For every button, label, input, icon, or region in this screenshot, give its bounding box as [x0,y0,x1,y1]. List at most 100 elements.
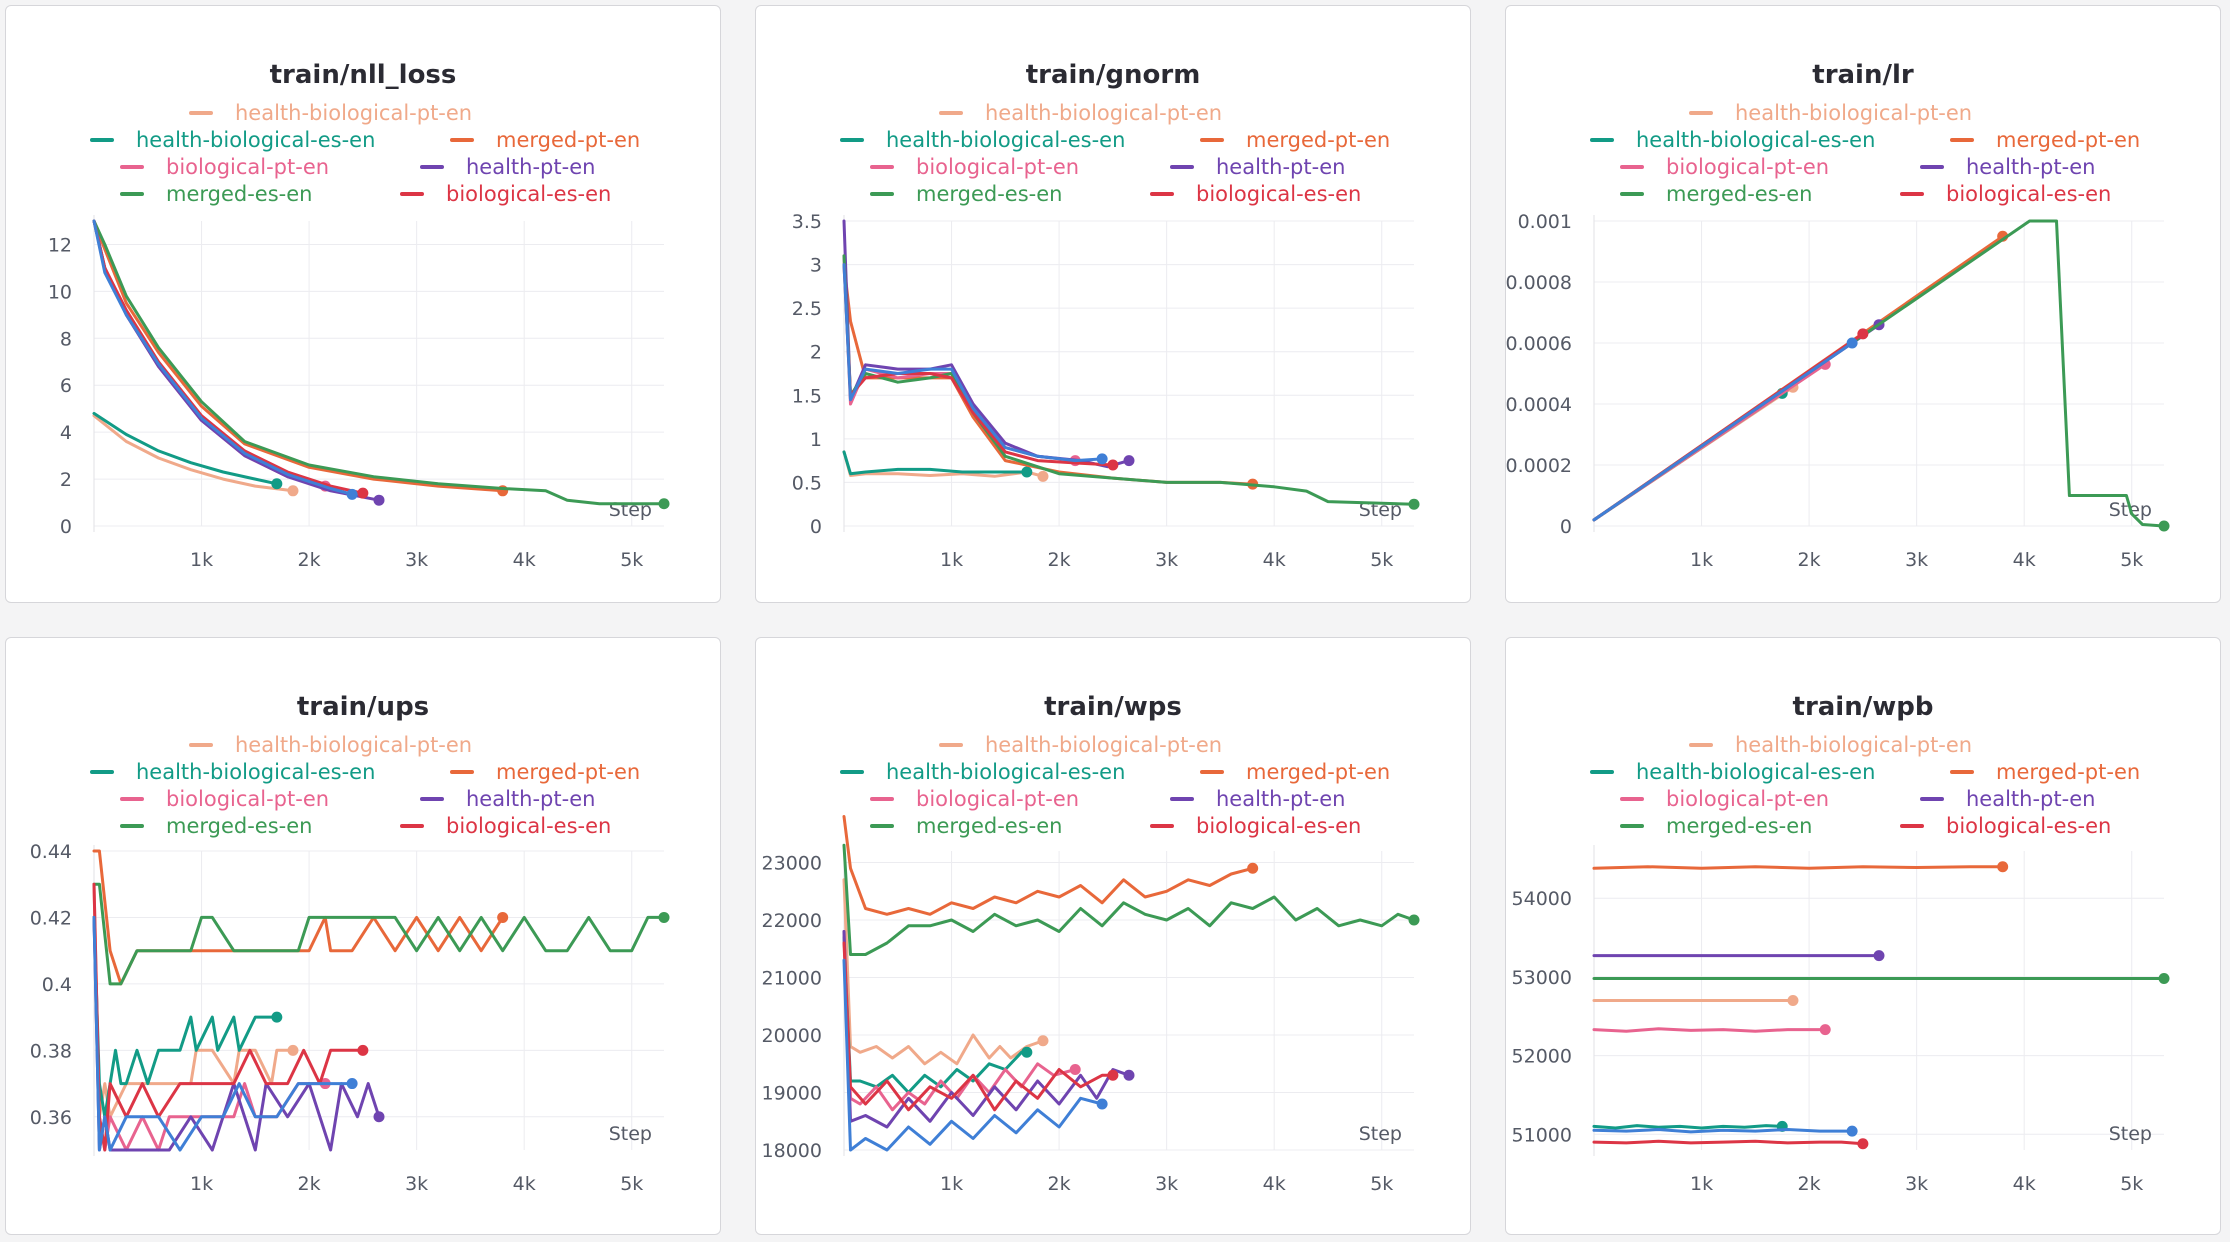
series-end-point[interactable] [1997,861,2009,873]
series-end-point[interactable] [1247,862,1259,874]
series-line[interactable] [842,219,1131,469]
series-end-point[interactable] [1857,328,1869,340]
legend-label[interactable]: biological-es-en [1946,182,2111,206]
legend-label[interactable]: health-pt-en [466,155,595,179]
series-end-point[interactable] [271,1011,283,1023]
series-line[interactable] [92,219,354,496]
legend-label[interactable]: merged-pt-en [496,128,640,152]
series-end-point[interactable] [1123,1069,1135,1081]
series-end-point[interactable] [1096,1098,1108,1110]
legend-label[interactable]: health-pt-en [466,787,595,811]
series-end-point[interactable] [1408,498,1420,510]
legend-label[interactable]: biological-es-en [1946,814,2111,838]
legend-label[interactable]: health-biological-es-en [1636,760,1875,784]
series-line[interactable] [842,878,1045,1066]
series-line[interactable] [842,815,1255,916]
series-line[interactable] [92,915,354,1152]
series-end-point[interactable] [2158,520,2170,532]
series-line[interactable] [1592,1128,1854,1134]
series-line[interactable] [1592,865,2005,870]
series-line[interactable] [1592,1027,1827,1033]
legend-label[interactable]: biological-pt-en [916,155,1079,179]
series-end-point[interactable] [1096,453,1108,465]
legend-label[interactable]: health-biological-pt-en [1735,101,1972,125]
legend-label[interactable]: merged-es-en [166,182,312,206]
series-line[interactable] [842,958,1104,1152]
legend-label[interactable]: health-biological-pt-en [235,101,472,125]
series-line[interactable] [92,219,365,495]
series-end-point[interactable] [271,478,283,490]
legend-label[interactable]: biological-pt-en [166,787,329,811]
legend-label[interactable]: merged-pt-en [1996,128,2140,152]
legend-label[interactable]: merged-es-en [1666,814,1812,838]
series-line[interactable] [842,263,1104,463]
legend-label[interactable]: merged-es-en [916,814,1062,838]
series-end-point[interactable] [497,911,509,923]
legend-label[interactable]: health-biological-es-en [886,128,1125,152]
series-line[interactable] [842,450,1029,476]
series-line[interactable] [842,843,1416,956]
legend-label[interactable]: merged-es-en [166,814,312,838]
series-line[interactable] [842,935,1029,1094]
series-end-point[interactable] [658,498,670,510]
legend-label[interactable]: health-pt-en [1966,787,2095,811]
series-line[interactable] [92,882,666,986]
series-line[interactable] [842,254,1077,463]
series-end-point[interactable] [287,485,299,497]
series-line[interactable] [92,219,666,506]
legend-label[interactable]: merged-pt-en [1246,760,1390,784]
series-end-point[interactable] [1846,1125,1858,1137]
series-line[interactable] [842,930,1077,1112]
series-end-point[interactable] [1107,459,1119,471]
series-end-point[interactable] [1408,914,1420,926]
legend-label[interactable]: health-biological-es-en [886,760,1125,784]
series-line[interactable] [92,915,279,1119]
series-line[interactable] [1592,219,2166,528]
series-end-point[interactable] [1846,337,1858,349]
series-end-point[interactable] [1819,1024,1831,1036]
series-line[interactable] [842,941,1115,1112]
legend-label[interactable]: health-biological-pt-en [1735,733,1972,757]
legend-label[interactable]: biological-pt-en [916,787,1079,811]
legend-label[interactable]: health-pt-en [1216,155,1345,179]
series-end-point[interactable] [1021,466,1033,478]
legend-label[interactable]: health-pt-en [1966,155,2095,179]
legend-label[interactable]: health-pt-en [1216,787,1345,811]
series-line[interactable] [92,411,279,486]
series-end-point[interactable] [287,1044,299,1056]
legend-label[interactable]: biological-es-en [446,814,611,838]
legend-label[interactable]: health-biological-pt-en [985,733,1222,757]
series-end-point[interactable] [357,487,369,499]
series-end-point[interactable] [1787,995,1799,1006]
legend-label[interactable]: health-biological-es-en [1636,128,1875,152]
legend-label[interactable]: merged-es-en [916,182,1062,206]
series-line[interactable] [1592,1139,1865,1146]
series-end-point[interactable] [1873,950,1885,962]
legend-label[interactable]: biological-pt-en [1666,155,1829,179]
legend-label[interactable]: merged-es-en [1666,182,1812,206]
series-line[interactable] [842,263,1115,467]
series-end-point[interactable] [357,1044,369,1056]
legend-label[interactable]: biological-es-en [446,182,611,206]
series-line[interactable] [92,414,295,493]
series-end-point[interactable] [1069,1064,1081,1075]
series-line[interactable] [92,219,327,488]
series-end-point[interactable] [1021,1046,1033,1058]
series-line[interactable] [1592,1124,1784,1130]
legend-label[interactable]: merged-pt-en [1246,128,1390,152]
series-line[interactable] [92,219,505,493]
legend-label[interactable]: biological-pt-en [166,155,329,179]
series-line[interactable] [92,882,295,1119]
series-end-point[interactable] [658,911,670,923]
legend-label[interactable]: health-biological-es-en [136,760,375,784]
series-end-point[interactable] [373,1111,385,1123]
series-end-point[interactable] [2158,972,2170,984]
series-end-point[interactable] [1107,1069,1119,1081]
series-line[interactable] [1592,341,1854,522]
legend-label[interactable]: health-biological-pt-en [985,101,1222,125]
series-end-point[interactable] [1123,455,1135,467]
legend-label[interactable]: health-biological-pt-en [235,733,472,757]
series-line[interactable] [92,915,381,1152]
series-line[interactable] [92,219,381,502]
legend-label[interactable]: health-biological-es-en [136,128,375,152]
